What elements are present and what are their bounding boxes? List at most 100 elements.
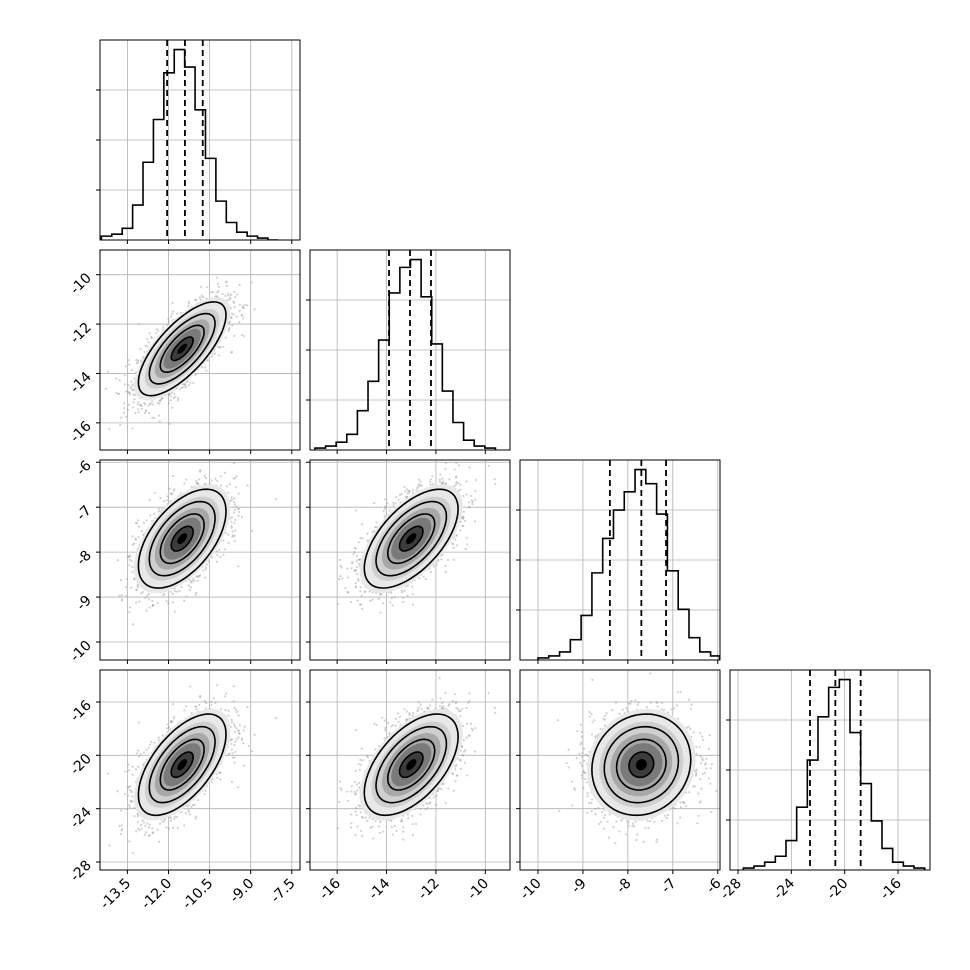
sample-point: [594, 812, 597, 816]
sample-point: [368, 590, 371, 593]
sample-point: [408, 713, 411, 716]
sample-point: [247, 744, 250, 748]
panel-frame: [99, 459, 301, 661]
sample-point: [356, 825, 359, 828]
sample-point: [358, 562, 361, 566]
x-tick-label-2: -14: [366, 875, 394, 903]
sample-point: [649, 672, 652, 675]
sample-point: [226, 299, 230, 302]
sample-point: [242, 729, 245, 732]
sample-point: [374, 820, 377, 823]
sample-point: [440, 788, 443, 791]
sample-point: [142, 751, 146, 754]
sample-point: [176, 826, 179, 830]
x-tick-label-1: -13.5: [97, 876, 134, 913]
sample-point: [137, 323, 140, 326]
sample-point: [390, 825, 393, 828]
sample-point: [444, 570, 447, 574]
panel-frame: [99, 669, 301, 871]
sample-point: [140, 592, 143, 595]
sample-point: [441, 553, 444, 556]
sample-point: [171, 406, 174, 409]
sample-point: [198, 575, 201, 578]
sample-point: [136, 519, 140, 522]
sample-point: [139, 347, 142, 351]
sample-point: [223, 548, 227, 551]
sample-point: [666, 711, 670, 714]
sample-point: [607, 836, 611, 839]
sample-point: [353, 546, 356, 549]
sample-point: [710, 810, 713, 814]
sample-point: [656, 701, 659, 705]
sample-point: [137, 535, 140, 539]
sample-point: [143, 402, 146, 405]
sample-point: [467, 734, 471, 737]
sample-point: [219, 555, 222, 559]
sample-point: [170, 313, 173, 316]
sample-point: [701, 759, 704, 762]
sample-point: [356, 599, 359, 602]
sample-point: [241, 305, 245, 308]
sample-point: [233, 290, 236, 294]
sample-point: [417, 478, 421, 481]
x-tick-label-2: -10: [465, 876, 492, 903]
sample-point: [235, 708, 238, 711]
sample-point: [494, 711, 497, 715]
x-tick-label-3: -8: [614, 876, 635, 897]
sample-point: [173, 392, 176, 396]
sample-point: [196, 482, 199, 485]
sample-point: [172, 397, 175, 400]
sample-point: [701, 735, 704, 738]
sample-point: [704, 762, 707, 765]
sample-point: [155, 328, 158, 331]
sample-point: [582, 787, 585, 790]
sample-point: [586, 792, 589, 795]
sample-point: [235, 486, 238, 489]
sample-point: [618, 830, 621, 833]
sample-point: [375, 723, 378, 726]
sample-point: [422, 804, 425, 807]
sample-point: [350, 562, 354, 565]
sample-point: [603, 718, 606, 721]
sample-point: [224, 294, 227, 297]
sample-point: [435, 794, 438, 798]
sample-point: [148, 743, 152, 746]
contour-3: [603, 725, 680, 804]
sample-point: [190, 485, 193, 489]
sample-point: [431, 475, 434, 478]
sample-point: [232, 300, 235, 303]
sample-point: [227, 294, 230, 297]
sample-point: [131, 388, 135, 391]
sample-point: [131, 427, 134, 430]
sample-point: [233, 334, 236, 338]
sample-point: [237, 492, 240, 495]
sample-point: [155, 332, 158, 335]
density-panel-3-4: [520, 670, 720, 870]
sample-point: [237, 507, 240, 510]
y-tick-label-3: -7: [74, 503, 95, 524]
sample-point: [393, 596, 396, 599]
sample-point: [170, 720, 173, 724]
sample-point: [116, 559, 119, 562]
sample-point: [459, 749, 462, 752]
sample-point: [229, 306, 232, 310]
sample-point: [200, 294, 203, 297]
sample-point: [614, 842, 617, 845]
sample-point: [119, 423, 122, 427]
sample-point: [206, 286, 209, 289]
sample-point: [586, 754, 589, 757]
sample-point: [455, 763, 458, 767]
sample-point: [169, 819, 173, 822]
sample-point: [406, 584, 410, 587]
sample-point: [358, 603, 362, 606]
y-tick-label-4: -20: [67, 751, 94, 778]
sample-point: [191, 579, 195, 582]
sample-point: [699, 755, 702, 758]
sample-point: [230, 721, 234, 724]
sample-point: [383, 729, 387, 732]
sample-point: [137, 827, 140, 830]
sample-point: [419, 480, 422, 483]
sample-point: [106, 772, 110, 775]
sample-point: [130, 559, 133, 563]
